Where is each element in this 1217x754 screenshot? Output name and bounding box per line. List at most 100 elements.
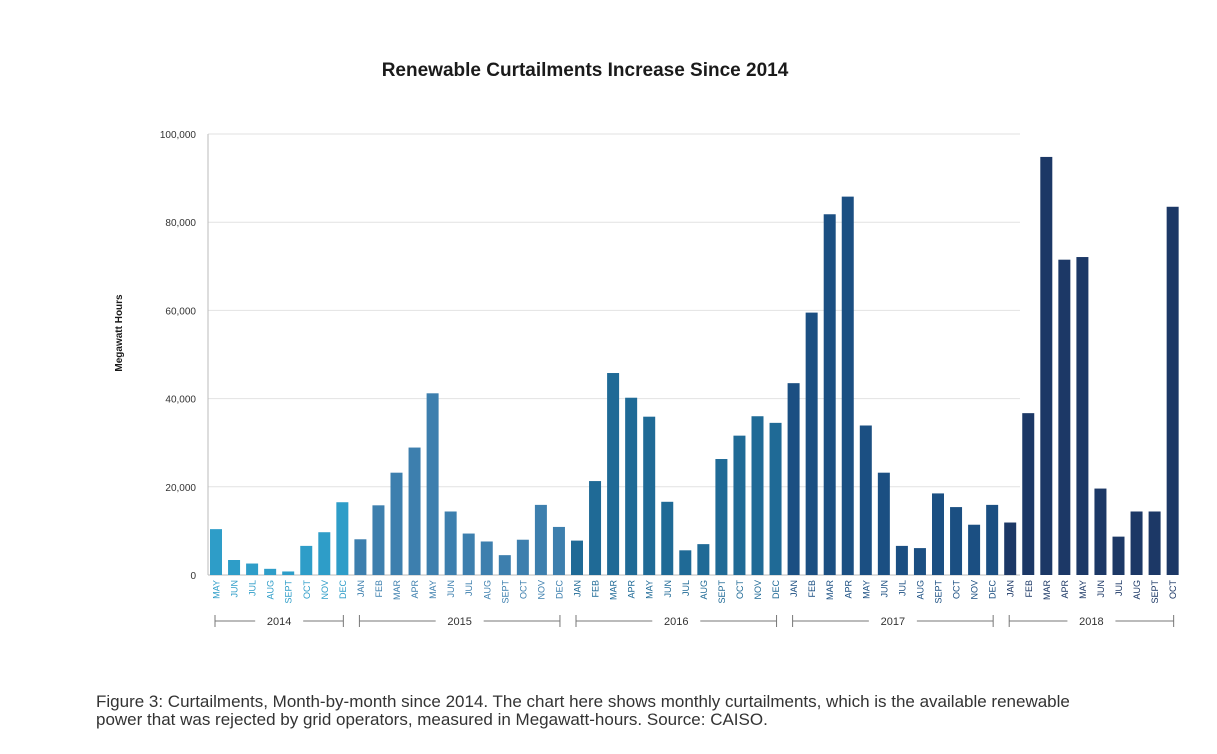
x-tick-label: FEB bbox=[591, 580, 601, 598]
y-tick-label: 80,000 bbox=[165, 218, 196, 229]
year-bracket: 2015 bbox=[358, 615, 561, 628]
x-tick-label: JUL bbox=[248, 580, 258, 596]
x-tick-label: OCT bbox=[518, 580, 528, 600]
bar bbox=[1076, 257, 1089, 575]
bar bbox=[1166, 206, 1179, 575]
bar bbox=[552, 526, 565, 575]
bar bbox=[607, 373, 620, 575]
x-tick-label: FEB bbox=[1024, 580, 1034, 598]
x-tick-label: FEB bbox=[807, 580, 817, 598]
year-label: 2014 bbox=[267, 616, 291, 628]
x-tick-label: SEPT bbox=[934, 580, 944, 604]
bars bbox=[210, 156, 1179, 575]
bar bbox=[336, 502, 349, 575]
x-tick-label: MAR bbox=[609, 580, 619, 601]
bar bbox=[571, 540, 583, 575]
bar bbox=[1004, 522, 1017, 575]
bar bbox=[534, 504, 547, 575]
x-tick-label: JUL bbox=[1114, 580, 1124, 596]
bar bbox=[823, 214, 836, 575]
bar bbox=[787, 383, 800, 575]
bar bbox=[950, 507, 963, 575]
x-tick-label: DEC bbox=[988, 580, 998, 600]
x-tick-label: AUG bbox=[1132, 580, 1142, 600]
x-tick-label: MAY bbox=[1078, 580, 1088, 599]
x-tick-label: APR bbox=[410, 580, 420, 599]
bar bbox=[913, 548, 926, 575]
x-tick-label: DEC bbox=[771, 580, 781, 600]
bar bbox=[282, 571, 295, 575]
x-axis-ticks: MAY JUN JUL AUG SEPT OCT NOV DEC JAN FEB MAR APR MAY… bbox=[212, 580, 1179, 604]
x-tick-label: JUL bbox=[897, 580, 907, 596]
x-tick-label: MAY bbox=[645, 580, 655, 599]
x-tick-label: JUN bbox=[1096, 580, 1106, 598]
bar bbox=[300, 545, 313, 575]
x-tick-label: SEPT bbox=[717, 580, 727, 604]
year-bracket: 2017 bbox=[792, 615, 994, 628]
bar bbox=[354, 539, 367, 575]
bar bbox=[390, 472, 403, 575]
bar bbox=[1040, 156, 1053, 575]
y-axis-ticks: 0 20,000 40,000 60,000 80,000 100,000 bbox=[160, 130, 197, 582]
x-tick-label: JUN bbox=[663, 580, 673, 598]
year-brackets: 2014 2015 2016 2017 2018 bbox=[214, 615, 1175, 628]
x-tick-label: DEC bbox=[338, 580, 348, 600]
x-tick-label: JUN bbox=[230, 580, 240, 598]
x-tick-label: APR bbox=[627, 580, 637, 599]
x-tick-label: NOV bbox=[753, 580, 763, 600]
x-tick-label: MAR bbox=[392, 580, 402, 601]
x-tick-label: JUL bbox=[464, 580, 474, 596]
x-tick-label: APR bbox=[843, 580, 853, 599]
year-label: 2015 bbox=[447, 616, 471, 628]
x-tick-label: OCT bbox=[952, 580, 962, 600]
y-tick-label: 0 bbox=[190, 571, 196, 582]
x-tick-label: MAY bbox=[428, 580, 438, 599]
bar bbox=[426, 393, 439, 575]
x-tick-label: AUG bbox=[699, 580, 709, 600]
y-tick-label: 40,000 bbox=[165, 395, 196, 406]
year-label: 2017 bbox=[881, 616, 905, 628]
x-tick-label: MAY bbox=[861, 580, 871, 599]
bar bbox=[895, 545, 908, 575]
bar bbox=[264, 568, 277, 575]
x-tick-label: JUN bbox=[879, 580, 889, 598]
x-tick-label: JAN bbox=[573, 580, 583, 597]
bar bbox=[1058, 259, 1071, 575]
bar bbox=[841, 196, 854, 575]
x-tick-label: NOV bbox=[970, 580, 980, 600]
y-tick-label: 60,000 bbox=[165, 306, 196, 317]
x-tick-label: OCT bbox=[1168, 580, 1178, 600]
year-bracket: 2018 bbox=[1008, 615, 1175, 628]
x-tick-label: JUN bbox=[446, 580, 456, 598]
year-bracket: 2016 bbox=[575, 615, 778, 628]
y-axis-label: Megawatt Hours bbox=[114, 294, 125, 372]
bar bbox=[625, 397, 638, 575]
year-bracket: 2014 bbox=[214, 615, 344, 628]
x-tick-label: DEC bbox=[554, 580, 564, 600]
bar bbox=[228, 560, 241, 575]
bar bbox=[1094, 488, 1107, 575]
x-tick-label: AUG bbox=[266, 580, 276, 600]
x-tick-label: FEB bbox=[374, 580, 384, 598]
bar bbox=[751, 416, 764, 575]
x-tick-label: JAN bbox=[1006, 580, 1016, 597]
x-tick-label: OCT bbox=[302, 580, 312, 600]
bar bbox=[805, 312, 818, 575]
x-tick-label: NOV bbox=[536, 580, 546, 600]
bar bbox=[932, 493, 944, 575]
bar bbox=[498, 555, 511, 575]
x-tick-label: NOV bbox=[320, 580, 330, 600]
x-tick-label: MAR bbox=[825, 580, 835, 601]
bar bbox=[480, 541, 493, 575]
bar bbox=[877, 472, 890, 575]
bar bbox=[462, 533, 475, 575]
bar bbox=[246, 563, 259, 575]
chart-title: Renewable Curtailments Increase Since 20… bbox=[382, 60, 789, 81]
x-tick-label: AUG bbox=[482, 580, 492, 600]
x-tick-label: JAN bbox=[356, 580, 366, 597]
x-tick-label: SEPT bbox=[500, 580, 510, 604]
x-tick-label: SEPT bbox=[1150, 580, 1160, 604]
x-tick-label: MAY bbox=[212, 580, 222, 599]
